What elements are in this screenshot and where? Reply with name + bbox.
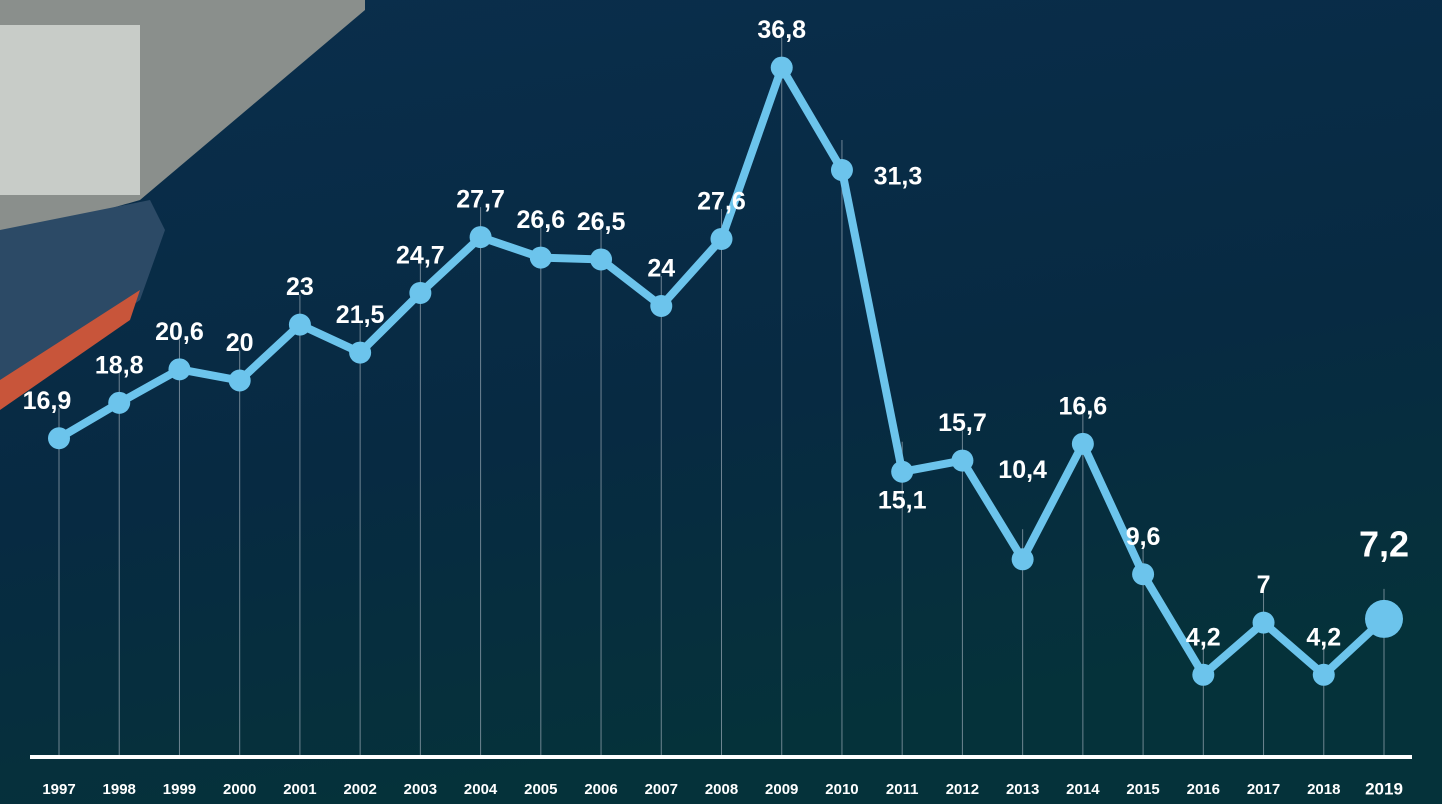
value-label: 27,7 <box>456 186 505 214</box>
x-tick-label: 1997 <box>42 781 75 798</box>
value-label: 16,6 <box>1059 392 1108 420</box>
data-point <box>830 159 853 182</box>
data-point <box>1192 663 1215 686</box>
x-tick-label: 2019 <box>1365 779 1403 798</box>
data-point <box>770 56 793 79</box>
value-label: 10,4 <box>998 456 1047 484</box>
x-tick-label: 2009 <box>765 781 798 798</box>
ship-hull <box>0 290 140 410</box>
data-point <box>228 369 251 392</box>
x-tick-label: 2013 <box>1006 781 1039 798</box>
value-label: 7,2 <box>1359 523 1409 564</box>
x-tick-label: 2002 <box>343 781 376 798</box>
value-label: 27,6 <box>697 188 746 216</box>
value-label: 20,6 <box>155 318 204 346</box>
value-label: 36,8 <box>757 16 806 44</box>
x-tick-label: 2001 <box>283 781 316 798</box>
x-tick-label: 2006 <box>584 781 617 798</box>
data-point <box>469 226 492 249</box>
x-tick-label: 2018 <box>1307 781 1340 798</box>
value-label: 20 <box>226 329 254 357</box>
x-tick-label: 2015 <box>1126 781 1159 798</box>
value-label: 4,2 <box>1186 623 1221 651</box>
value-label: 26,6 <box>516 206 565 234</box>
data-point <box>1132 563 1155 586</box>
value-label: 24,7 <box>396 242 445 270</box>
data-point <box>710 227 733 250</box>
data-point <box>590 248 613 271</box>
data-point <box>108 391 131 414</box>
x-tick-label: 2004 <box>464 781 498 798</box>
x-tick-label: 2010 <box>825 781 858 798</box>
x-tick-label: 2008 <box>705 781 738 798</box>
x-tick-label: 2003 <box>404 781 437 798</box>
data-point <box>1071 432 1094 455</box>
data-point <box>1252 611 1275 634</box>
ship <box>0 200 165 400</box>
value-label: 15,7 <box>938 409 987 437</box>
data-point <box>1312 663 1335 686</box>
x-tick-label: 2000 <box>223 781 256 798</box>
data-point <box>409 281 432 304</box>
x-tick-label: 2011 <box>886 781 919 798</box>
data-point <box>1365 599 1403 638</box>
data-point <box>529 246 552 269</box>
data-point <box>1011 548 1034 571</box>
value-label: 31,3 <box>874 163 923 191</box>
warehouse <box>0 25 140 195</box>
x-tick-label: 1999 <box>163 781 196 798</box>
data-point <box>951 449 974 472</box>
x-tick-label: 2017 <box>1247 781 1280 798</box>
value-label: 15,1 <box>878 486 927 514</box>
value-label: 16,9 <box>23 387 72 415</box>
value-label: 23 <box>286 273 314 301</box>
value-label: 7 <box>1257 571 1271 599</box>
value-label: 9,6 <box>1126 523 1161 551</box>
x-tick-label: 2014 <box>1066 781 1100 798</box>
value-label: 21,5 <box>336 301 385 329</box>
data-point <box>349 341 372 364</box>
x-tick-label: 2007 <box>645 781 678 798</box>
data-point <box>650 295 673 317</box>
data-point <box>288 313 311 336</box>
x-tick-label: 2005 <box>524 781 557 798</box>
value-label: 24 <box>647 255 675 283</box>
value-label: 4,2 <box>1306 623 1341 651</box>
value-label: 18,8 <box>95 351 144 379</box>
x-tick-label: 2012 <box>946 781 979 798</box>
x-tick-label: 2016 <box>1187 781 1220 798</box>
data-point <box>168 358 191 381</box>
value-label: 26,5 <box>577 208 626 236</box>
data-point <box>891 460 914 483</box>
x-tick-label: 1998 <box>103 781 136 798</box>
data-point <box>48 427 70 450</box>
